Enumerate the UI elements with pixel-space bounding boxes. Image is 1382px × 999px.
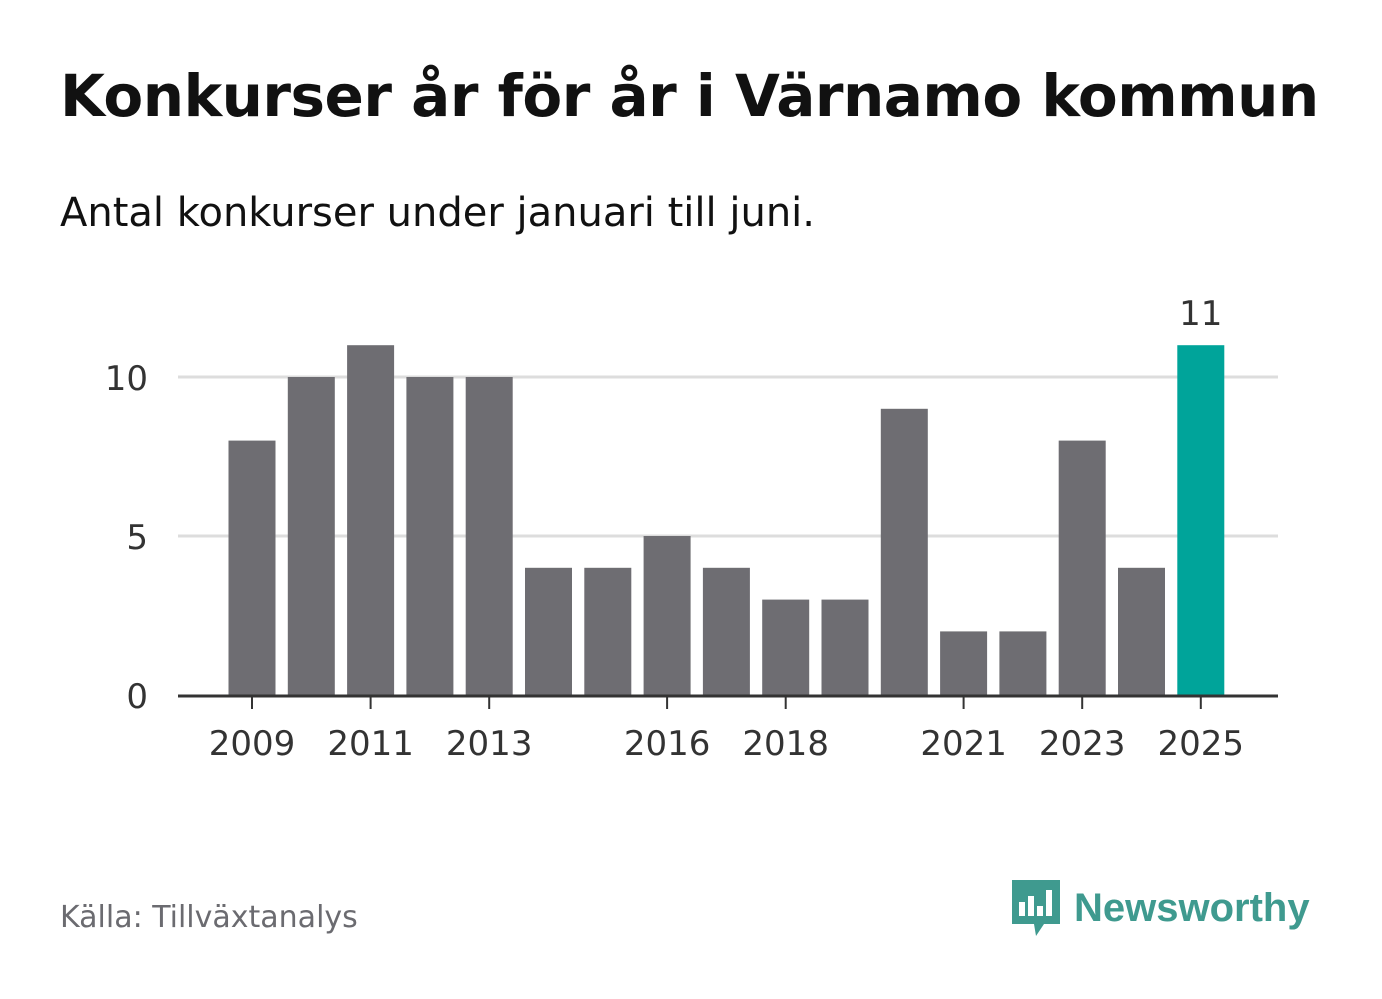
bar xyxy=(762,599,810,695)
bar-highlight xyxy=(1177,345,1225,695)
bar xyxy=(821,599,869,695)
x-tick-label: 2023 xyxy=(1039,724,1126,764)
bar xyxy=(287,377,335,695)
brand-name: Newsworthy xyxy=(1074,885,1310,930)
bar xyxy=(228,440,276,695)
bar xyxy=(347,345,395,695)
bar xyxy=(999,631,1047,695)
x-tick-label: 2018 xyxy=(742,724,829,764)
bar xyxy=(465,377,513,695)
y-tick-label: 0 xyxy=(126,677,148,717)
bar-chart: 0 5 10 11 2009 2011 2013 2016 2018 2021 2023 2025 xyxy=(105,294,1278,764)
bar xyxy=(940,631,988,695)
x-tick-label: 2011 xyxy=(327,724,414,764)
chart-title: Konkurser år för år i Värnamo kommun xyxy=(60,62,1319,130)
bar xyxy=(880,408,928,695)
brand-logo: Newsworthy xyxy=(1010,878,1310,938)
source-label: Källa: Tillväxtanalys xyxy=(60,900,358,935)
bar xyxy=(584,567,632,695)
y-tick-label: 10 xyxy=(105,359,148,399)
x-tick-label: 2025 xyxy=(1158,724,1245,764)
bar xyxy=(702,567,750,695)
bar xyxy=(1058,440,1106,695)
bar xyxy=(525,567,572,695)
bar-chart-speech-bubble-icon xyxy=(1012,880,1060,936)
x-tick-label: 2016 xyxy=(624,724,711,764)
x-tick-label: 2021 xyxy=(920,724,1007,764)
data-label: 11 xyxy=(1179,294,1222,334)
bar xyxy=(1118,567,1165,695)
chart-subtitle: Antal konkurser under januari till juni. xyxy=(60,190,815,236)
x-tick-label: 2013 xyxy=(446,724,533,764)
bar xyxy=(406,377,454,695)
bar xyxy=(643,536,691,695)
y-tick-label: 5 xyxy=(126,518,148,558)
x-tick-label: 2009 xyxy=(209,724,296,764)
